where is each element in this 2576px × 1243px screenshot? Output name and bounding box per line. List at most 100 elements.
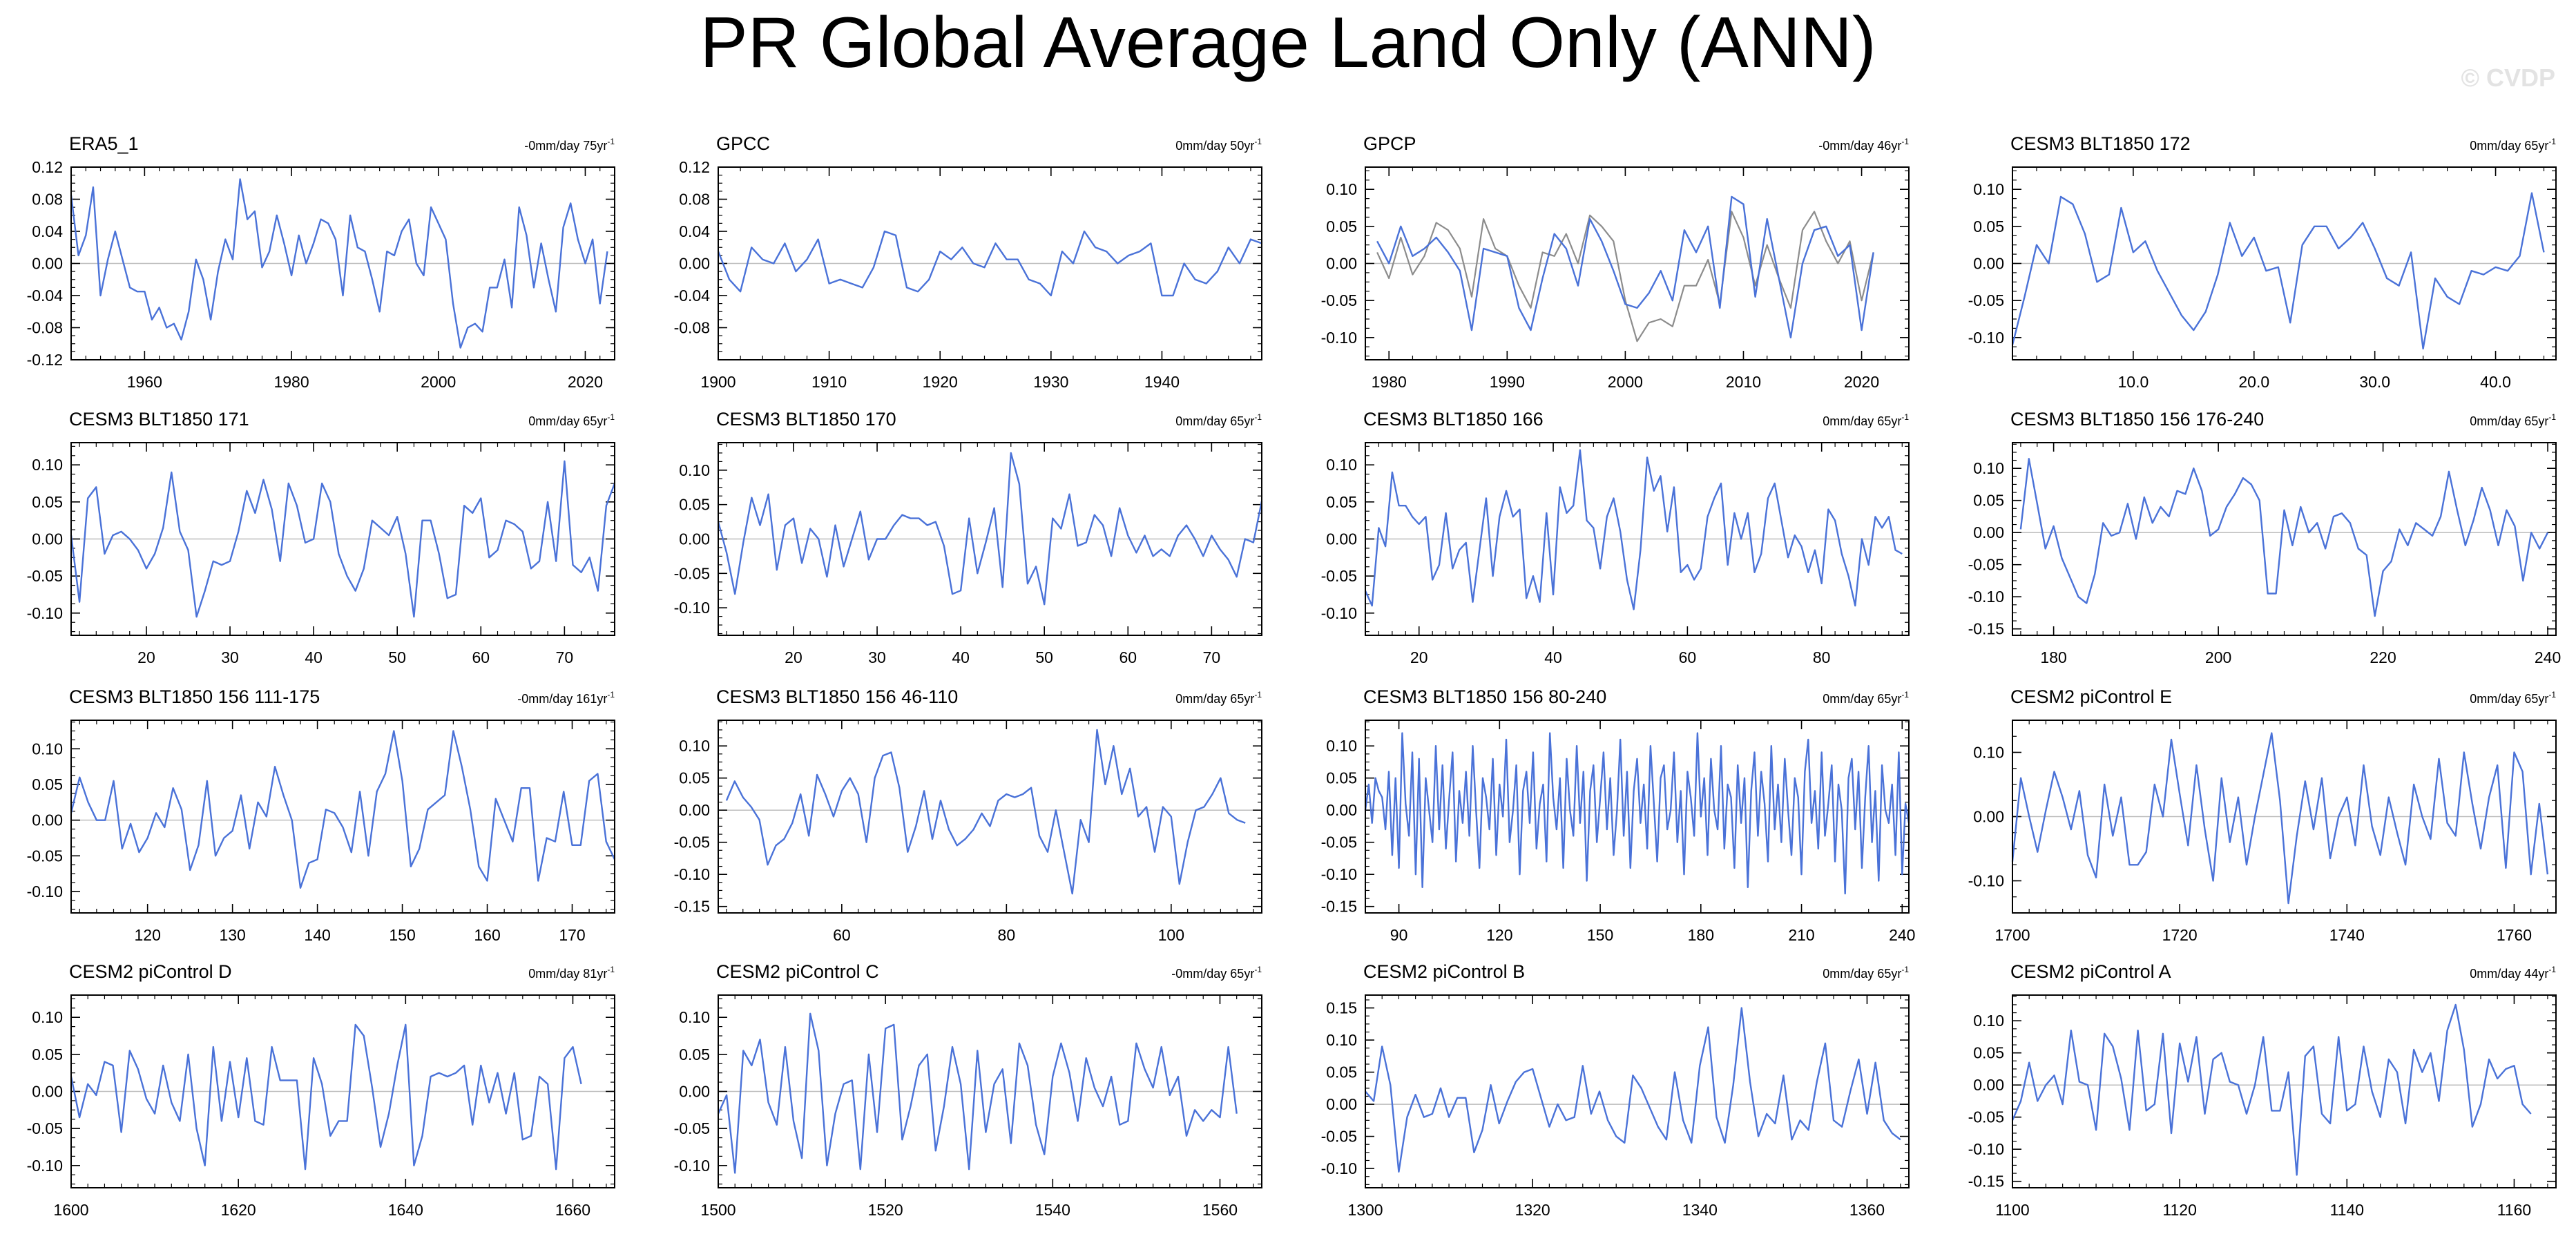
x-tick-label: 20 xyxy=(137,648,155,666)
panel-title: CESM2 piControl A xyxy=(2010,961,2171,982)
trend-label: -0mm/day 46yr-1 xyxy=(1818,137,1909,153)
y-tick-label: 0.00 xyxy=(1326,1095,1357,1113)
trend-value: -0mm/day 46yr xyxy=(1818,139,1901,153)
x-tick-label: 220 xyxy=(2370,648,2396,666)
x-tick-label: 1940 xyxy=(1144,373,1180,391)
x-tick-label: 40.0 xyxy=(2480,373,2511,391)
trend-label: 0mm/day 65yr-1 xyxy=(1823,965,1909,981)
y-tick-label: 0.12 xyxy=(679,158,710,176)
x-tick-label: 80 xyxy=(1813,648,1831,666)
y-tick-label: -0.10 xyxy=(27,1157,63,1175)
trend-exponent: -1 xyxy=(1254,137,1262,146)
plot-frame xyxy=(1365,994,1910,1188)
x-tick-label: 150 xyxy=(1587,926,1613,944)
x-tick-label: 30 xyxy=(868,648,886,666)
x-tick-label: 180 xyxy=(1688,926,1714,944)
y-tick-label: 0.05 xyxy=(1973,218,2004,235)
trend-value: 0mm/day 50yr xyxy=(1175,139,1254,153)
panel-title: CESM3 BLT1850 166 xyxy=(1363,409,1544,430)
trend-value: -0mm/day 75yr xyxy=(524,139,607,153)
panel-3: GPCP -0mm/day 46yr-1 1980 1990 2000 2010 2020 -… xyxy=(1321,133,1910,391)
x-tick-label: 210 xyxy=(1788,926,1814,944)
x-tick-label: 2020 xyxy=(1844,373,1879,391)
y-tick-label: 0.00 xyxy=(679,530,710,548)
panel-title: CESM2 piControl C xyxy=(716,961,879,982)
y-tick-label: 0.10 xyxy=(32,456,63,474)
y-tick-label: 0.10 xyxy=(1973,744,2004,762)
y-tick-label: -0.10 xyxy=(1968,872,2004,890)
x-tick-label: 160 xyxy=(474,926,500,944)
panel-title: CESM2 piControl D xyxy=(69,961,232,982)
trend-value: 0mm/day 65yr xyxy=(1175,692,1254,706)
panel-4: CESM3 BLT1850 172 0mm/day 65yr-1 10.0 20.0 3… xyxy=(1968,133,2557,391)
trend-exponent: -1 xyxy=(1901,965,1909,974)
y-tick-label: -0.15 xyxy=(1321,898,1357,916)
x-tick-label: 60 xyxy=(472,648,490,666)
x-tick-label: 1760 xyxy=(2497,926,2532,944)
y-tick-label: 0.10 xyxy=(1326,456,1357,474)
series-line xyxy=(70,730,616,889)
y-tick-label: 0.10 xyxy=(1973,1012,2004,1030)
panel-title: CESM3 BLT1850 170 xyxy=(716,409,896,430)
y-tick-label: -0.08 xyxy=(674,319,710,337)
trend-exponent: -1 xyxy=(1254,965,1262,974)
y-tick-label: -0.05 xyxy=(1968,556,2004,574)
y-tick-label: -0.10 xyxy=(1968,329,2004,347)
x-tick-label: 1980 xyxy=(1372,373,1407,391)
panel-title: GPCC xyxy=(716,133,770,154)
plot-frame xyxy=(1365,720,1910,914)
x-tick-label: 2010 xyxy=(1726,373,1761,391)
series-line xyxy=(2011,732,2549,905)
y-tick-label: 0.04 xyxy=(679,222,710,240)
panel-title: GPCP xyxy=(1363,133,1416,154)
x-tick-label: 1740 xyxy=(2329,926,2365,944)
x-tick-label: 150 xyxy=(389,926,415,944)
trend-exponent: -1 xyxy=(607,412,615,422)
x-tick-label: 1660 xyxy=(555,1201,590,1219)
trend-value: 0mm/day 65yr xyxy=(528,414,607,428)
panel-title: CESM3 BLT1850 156 46-110 xyxy=(716,686,958,707)
x-tick-label: 40 xyxy=(1544,648,1562,666)
trend-label: 0mm/day 65yr-1 xyxy=(1175,690,1262,706)
panel-16: CESM2 piControl A 0mm/day 44yr-1 1100 1120 1… xyxy=(1968,961,2557,1219)
trend-exponent: -1 xyxy=(1254,690,1262,700)
y-tick-label: 0.05 xyxy=(32,775,63,793)
x-tick-label: 30 xyxy=(221,648,239,666)
plot-frame xyxy=(718,442,1262,636)
panel-title: CESM2 piControl E xyxy=(2010,686,2172,707)
x-tick-label: 1340 xyxy=(1682,1201,1718,1219)
x-tick-label: 200 xyxy=(2205,648,2231,666)
y-tick-label: 0.00 xyxy=(32,530,63,548)
panel-14: CESM2 piControl C -0mm/day 65yr-1 1500 1520… xyxy=(674,961,1262,1219)
y-tick-label: -0.10 xyxy=(674,1157,710,1175)
y-tick-label: -0.05 xyxy=(1321,834,1357,851)
trend-value: 0mm/day 65yr xyxy=(2470,692,2548,706)
plot-frame xyxy=(70,442,615,636)
y-tick-label: 0.10 xyxy=(1326,180,1357,198)
y-tick-label: -0.08 xyxy=(27,319,63,337)
x-tick-label: 60 xyxy=(833,926,851,944)
y-tick-label: -0.04 xyxy=(674,287,711,305)
trend-label: 0mm/day 65yr-1 xyxy=(1823,412,1909,428)
x-tick-label: 1520 xyxy=(868,1201,903,1219)
y-tick-label: 0.00 xyxy=(32,255,63,273)
x-tick-label: 20.0 xyxy=(2238,373,2269,391)
y-tick-label: 0.05 xyxy=(1326,769,1357,787)
y-tick-label: -0.05 xyxy=(674,564,710,582)
y-tick-label: 0.00 xyxy=(1326,255,1357,273)
panel-1: ERA5_1 -0mm/day 75yr-1 1960 1980 2000 2020 -0.… xyxy=(27,133,615,391)
x-tick-label: 10.0 xyxy=(2118,373,2149,391)
y-tick-label: 0.00 xyxy=(1973,255,2004,273)
trend-label: -0mm/day 75yr-1 xyxy=(524,137,615,153)
panel-13: CESM2 piControl D 0mm/day 81yr-1 1600 1620 1… xyxy=(27,961,615,1219)
series-line xyxy=(2011,1003,2532,1176)
y-tick-label: 0.05 xyxy=(1973,492,2004,510)
y-tick-label: 0.05 xyxy=(1326,218,1357,235)
trend-label: 0mm/day 81yr-1 xyxy=(528,965,615,981)
panel-title: CESM3 BLT1850 156 176-240 xyxy=(2010,409,2264,430)
x-tick-label: 1320 xyxy=(1515,1201,1550,1219)
panel-9: CESM3 BLT1850 156 111-175 -0mm/day 161yr-… xyxy=(27,686,616,944)
plot-frame xyxy=(70,166,615,360)
plot-frame xyxy=(718,720,1262,914)
